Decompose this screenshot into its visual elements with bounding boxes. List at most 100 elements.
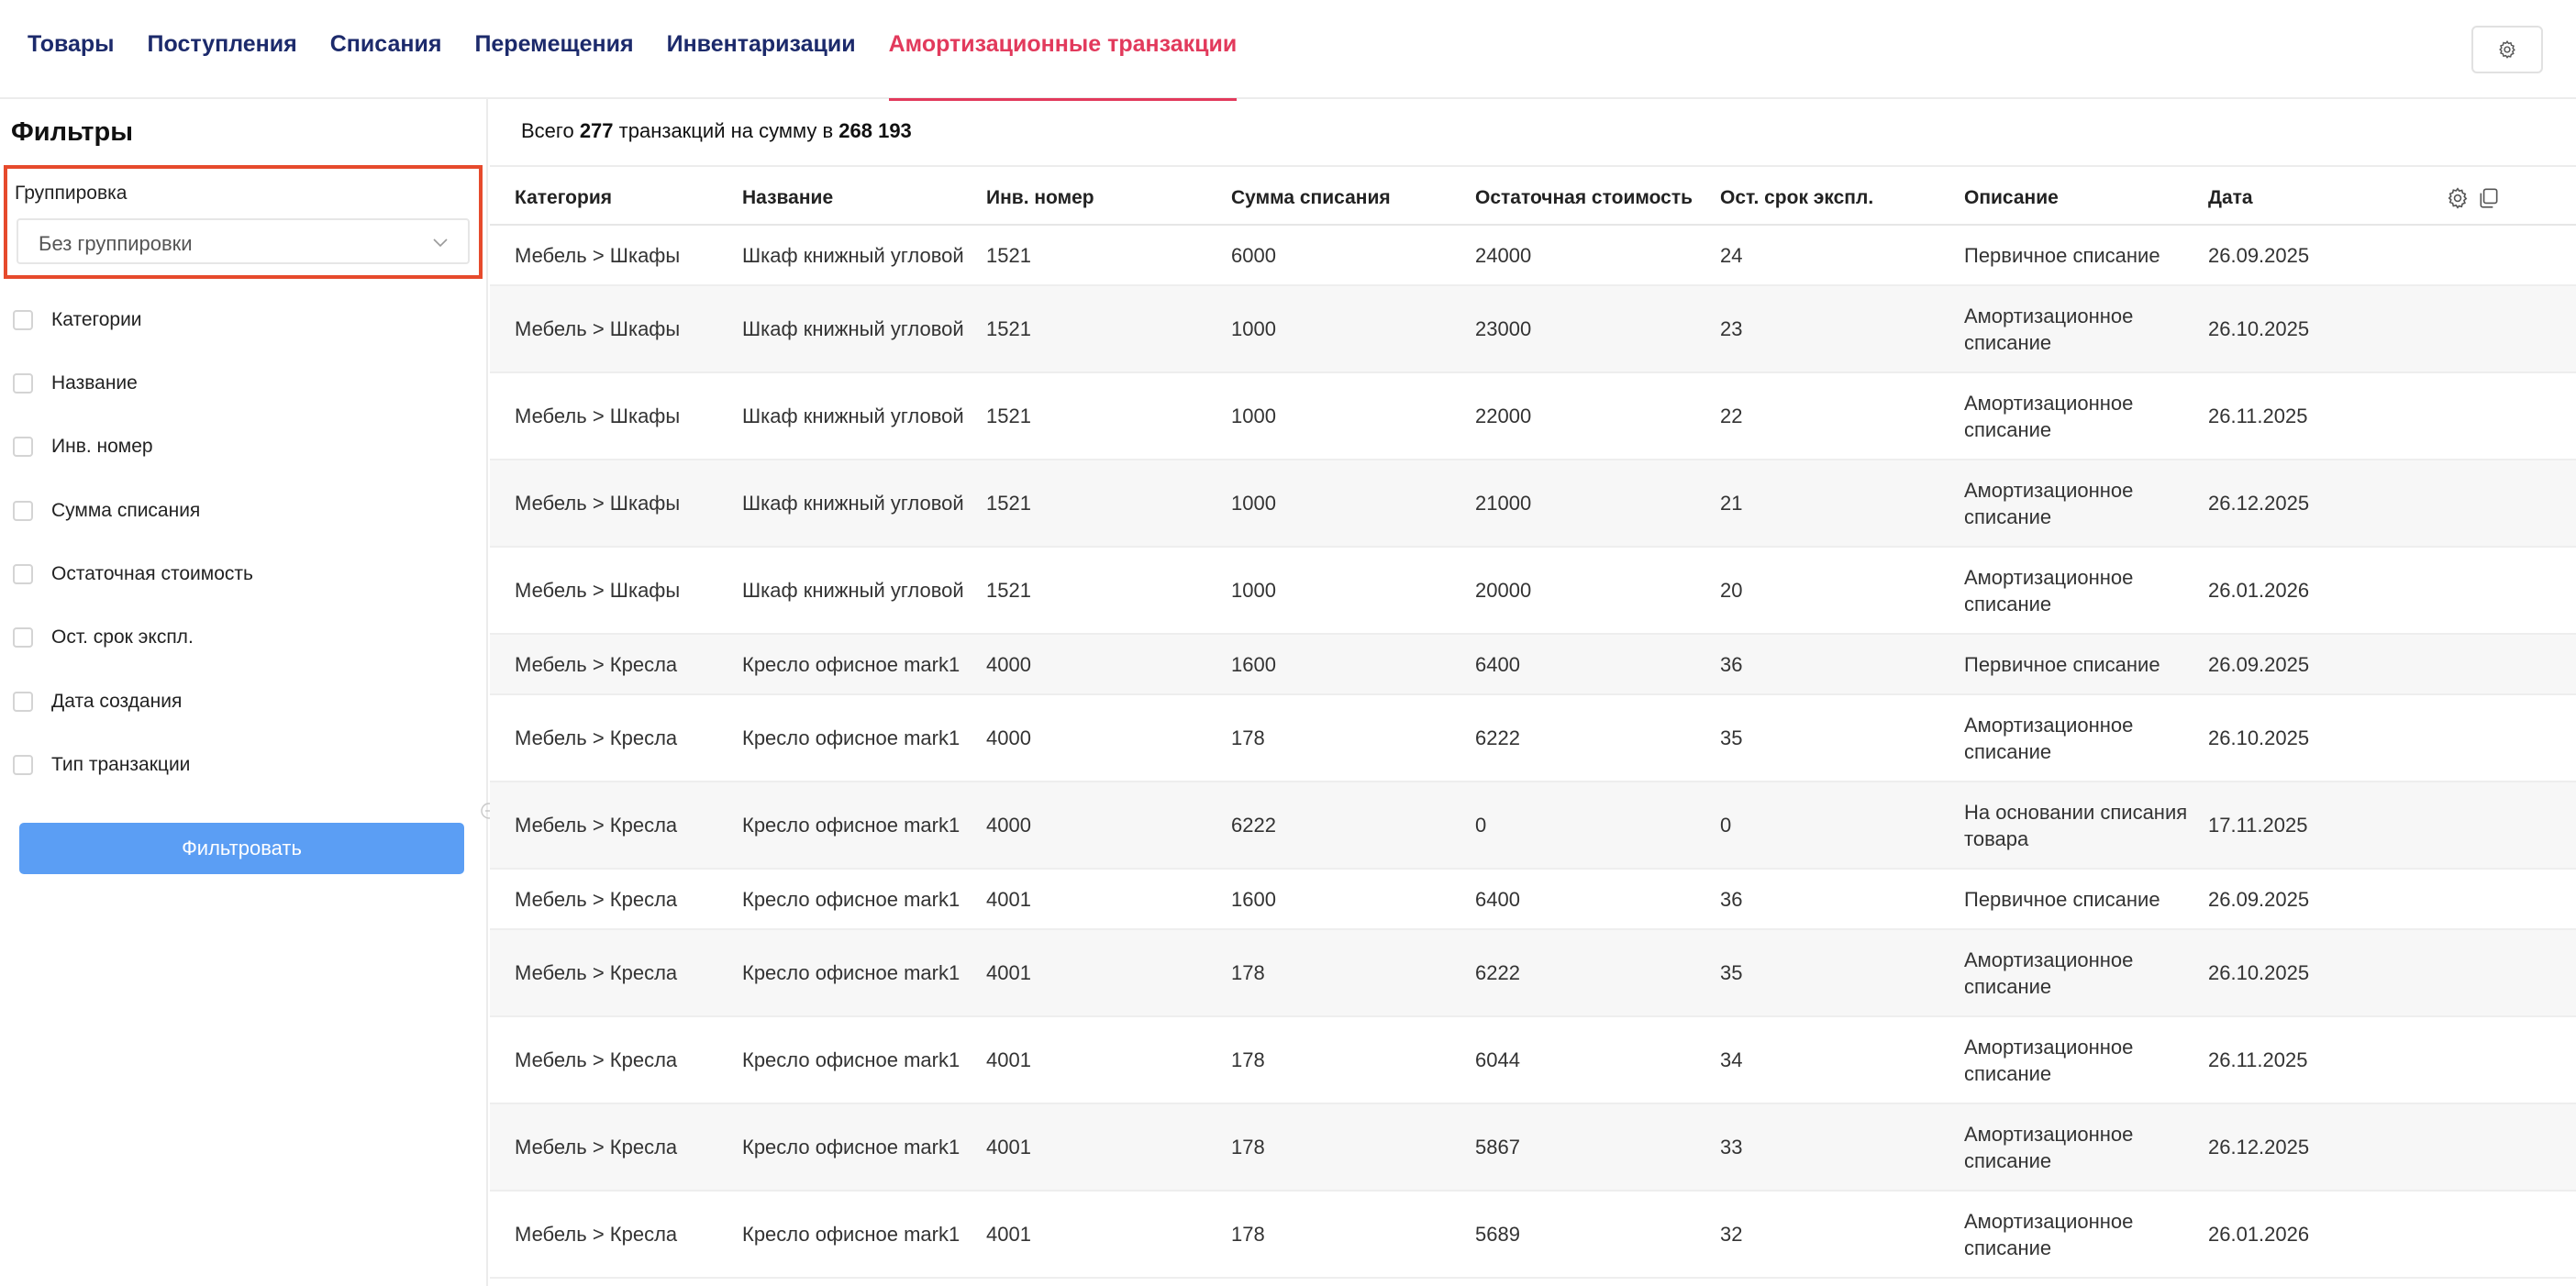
column-header-write-off-amount[interactable]: Сумма списания xyxy=(1231,165,1475,226)
summary-middle: транзакций на сумму в xyxy=(618,119,834,142)
cell-actions xyxy=(2446,694,2576,782)
tab-transfers[interactable]: Перемещения xyxy=(474,31,634,57)
table-header-row: Категория Название Инв. номер Сумма спис… xyxy=(490,165,2576,226)
column-header-residual-value[interactable]: Остаточная стоимость xyxy=(1475,165,1720,226)
cell-category: Мебель > Кресла xyxy=(490,694,742,782)
table-row[interactable]: Мебель > Шкафы Шкаф книжный угловой 1521… xyxy=(490,285,2576,373)
cell-actions xyxy=(2446,634,2576,695)
tab-depreciation-transactions[interactable]: Амортизационные транзакции xyxy=(888,0,1237,101)
cell-residual-value: 6400 xyxy=(1475,869,1720,930)
filter-transaction-type-checkbox[interactable] xyxy=(13,755,33,775)
table-row[interactable]: Мебель > Кресла Кресло офисное mark1 400… xyxy=(490,782,2576,870)
filter-remaining-life-label: Ост. срок экспл. xyxy=(51,626,194,648)
cell-remaining-life: 33 xyxy=(1720,1103,1964,1192)
cell-date: 26.09.2025 xyxy=(2208,225,2446,286)
tab-products[interactable]: Товары xyxy=(28,31,115,57)
filter-write-off-amount-checkbox[interactable] xyxy=(13,501,33,521)
filter-name-label: Название xyxy=(51,372,138,394)
filter-categories-checkbox[interactable] xyxy=(13,310,33,330)
cell-remaining-life: 0 xyxy=(1720,782,1964,870)
copy-icon[interactable] xyxy=(2477,186,2501,210)
filter-button[interactable]: Фильтровать xyxy=(19,823,464,874)
cell-name: Кресло офисное mark1 xyxy=(742,782,986,870)
table-row[interactable]: Мебель > Шкафы Шкаф книжный угловой 1521… xyxy=(490,547,2576,635)
cell-name: Кресло офисное mark1 xyxy=(742,634,986,695)
cell-date: 26.10.2025 xyxy=(2208,694,2446,782)
column-header-name[interactable]: Название xyxy=(742,165,986,226)
filter-residual-value[interactable]: Остаточная стоимость xyxy=(13,560,253,588)
cell-date: 26.01.2026 xyxy=(2208,547,2446,635)
table-row[interactable]: Мебель > Кресла Кресло офисное mark1 400… xyxy=(490,634,2576,695)
table-row[interactable]: Мебель > Кресла Кресло офисное mark1 400… xyxy=(490,1016,2576,1104)
filter-transaction-type[interactable]: Тип транзакции xyxy=(13,751,190,779)
cell-actions xyxy=(2446,225,2576,286)
cell-inv-number: 4001 xyxy=(986,1103,1231,1192)
cell-category: Мебель > Шкафы xyxy=(490,372,742,460)
gear-icon[interactable] xyxy=(2446,186,2470,210)
filter-residual-value-checkbox[interactable] xyxy=(13,564,33,584)
cell-inv-number: 1521 xyxy=(986,225,1231,286)
cell-name: Кресло офисное mark1 xyxy=(742,929,986,1017)
cell-write-off-amount: 1000 xyxy=(1231,547,1475,635)
table-row[interactable]: Мебель > Кресла Кресло офисное mark1 400… xyxy=(490,929,2576,1017)
filter-creation-date-checkbox[interactable] xyxy=(13,692,33,712)
cell-name: Шкаф книжный угловой xyxy=(742,547,986,635)
grouping-select[interactable]: Без группировки xyxy=(17,218,470,264)
table-row[interactable]: Мебель > Кресла Кресло офисное mark1 400… xyxy=(490,694,2576,782)
filter-inv-number[interactable]: Инв. номер xyxy=(13,433,153,460)
cell-description: Первичное списание xyxy=(1964,869,2208,930)
cell-write-off-amount: 1000 xyxy=(1231,372,1475,460)
filter-remaining-life-checkbox[interactable] xyxy=(13,627,33,648)
cell-actions xyxy=(2446,285,2576,373)
filter-inv-number-checkbox[interactable] xyxy=(13,437,33,457)
cell-write-off-amount: 1600 xyxy=(1231,869,1475,930)
cell-description: На основании списания товара xyxy=(1964,782,2208,870)
filter-remaining-life[interactable]: Ост. срок экспл. xyxy=(13,624,194,651)
cell-remaining-life: 23 xyxy=(1720,285,1964,373)
cell-residual-value: 6222 xyxy=(1475,929,1720,1017)
tab-inventories[interactable]: Инвентаризации xyxy=(666,31,856,57)
tab-write-offs[interactable]: Списания xyxy=(329,31,442,57)
cell-description: Амортизационное списание xyxy=(1964,929,2208,1017)
column-header-date[interactable]: Дата xyxy=(2208,165,2446,226)
top-nav: Товары Поступления Списания Перемещения … xyxy=(0,0,2576,101)
table-row[interactable]: Мебель > Шкафы Шкаф книжный угловой 1521… xyxy=(490,372,2576,460)
filter-transaction-type-label: Тип транзакции xyxy=(51,754,191,775)
cell-write-off-amount: 178 xyxy=(1231,929,1475,1017)
cell-category: Мебель > Шкафы xyxy=(490,547,742,635)
cell-write-off-amount: 6222 xyxy=(1231,782,1475,870)
table-row[interactable]: Мебель > Шкафы Шкаф книжный угловой 1521… xyxy=(490,225,2576,286)
cell-residual-value: 5689 xyxy=(1475,1191,1720,1279)
cell-inv-number: 4001 xyxy=(986,1191,1231,1279)
cell-name: Шкаф книжный угловой xyxy=(742,460,986,548)
cell-description: Первичное списание xyxy=(1964,225,2208,286)
cell-description: Амортизационное списание xyxy=(1964,285,2208,373)
tab-receipts[interactable]: Поступления xyxy=(147,31,297,57)
cell-actions xyxy=(2446,1191,2576,1279)
column-header-inv-number[interactable]: Инв. номер xyxy=(986,165,1231,226)
filter-write-off-amount[interactable]: Сумма списания xyxy=(13,497,200,525)
cell-write-off-amount: 178 xyxy=(1231,1016,1475,1104)
filter-name-checkbox[interactable] xyxy=(13,373,33,394)
table-row[interactable]: Мебель > Кресла Кресло офисное mark1 400… xyxy=(490,1103,2576,1192)
column-header-description[interactable]: Описание xyxy=(1964,165,2208,226)
settings-button[interactable] xyxy=(2471,26,2543,73)
column-header-remaining-life[interactable]: Ост. срок экспл. xyxy=(1720,165,1964,226)
cell-actions xyxy=(2446,460,2576,548)
filter-name[interactable]: Название xyxy=(13,370,138,397)
cell-date: 26.10.2025 xyxy=(2208,285,2446,373)
cell-description: Амортизационное списание xyxy=(1964,1103,2208,1192)
cell-name: Кресло офисное mark1 xyxy=(742,869,986,930)
cell-actions xyxy=(2446,929,2576,1017)
table-row[interactable]: Мебель > Кресла Кресло офисное mark1 400… xyxy=(490,869,2576,930)
filter-categories[interactable]: Категории xyxy=(13,306,142,334)
table-row[interactable]: Мебель > Кресла Кресло офисное mark1 400… xyxy=(490,1191,2576,1279)
cell-category: Мебель > Кресла xyxy=(490,929,742,1017)
filter-creation-date[interactable]: Дата создания xyxy=(13,688,182,715)
cell-residual-value: 5867 xyxy=(1475,1103,1720,1192)
cell-write-off-amount: 6000 xyxy=(1231,225,1475,286)
cell-name: Кресло офисное mark1 xyxy=(742,1191,986,1279)
table-row[interactable]: Мебель > Шкафы Шкаф книжный угловой 1521… xyxy=(490,460,2576,548)
cell-actions xyxy=(2446,372,2576,460)
column-header-category[interactable]: Категория xyxy=(490,165,742,226)
